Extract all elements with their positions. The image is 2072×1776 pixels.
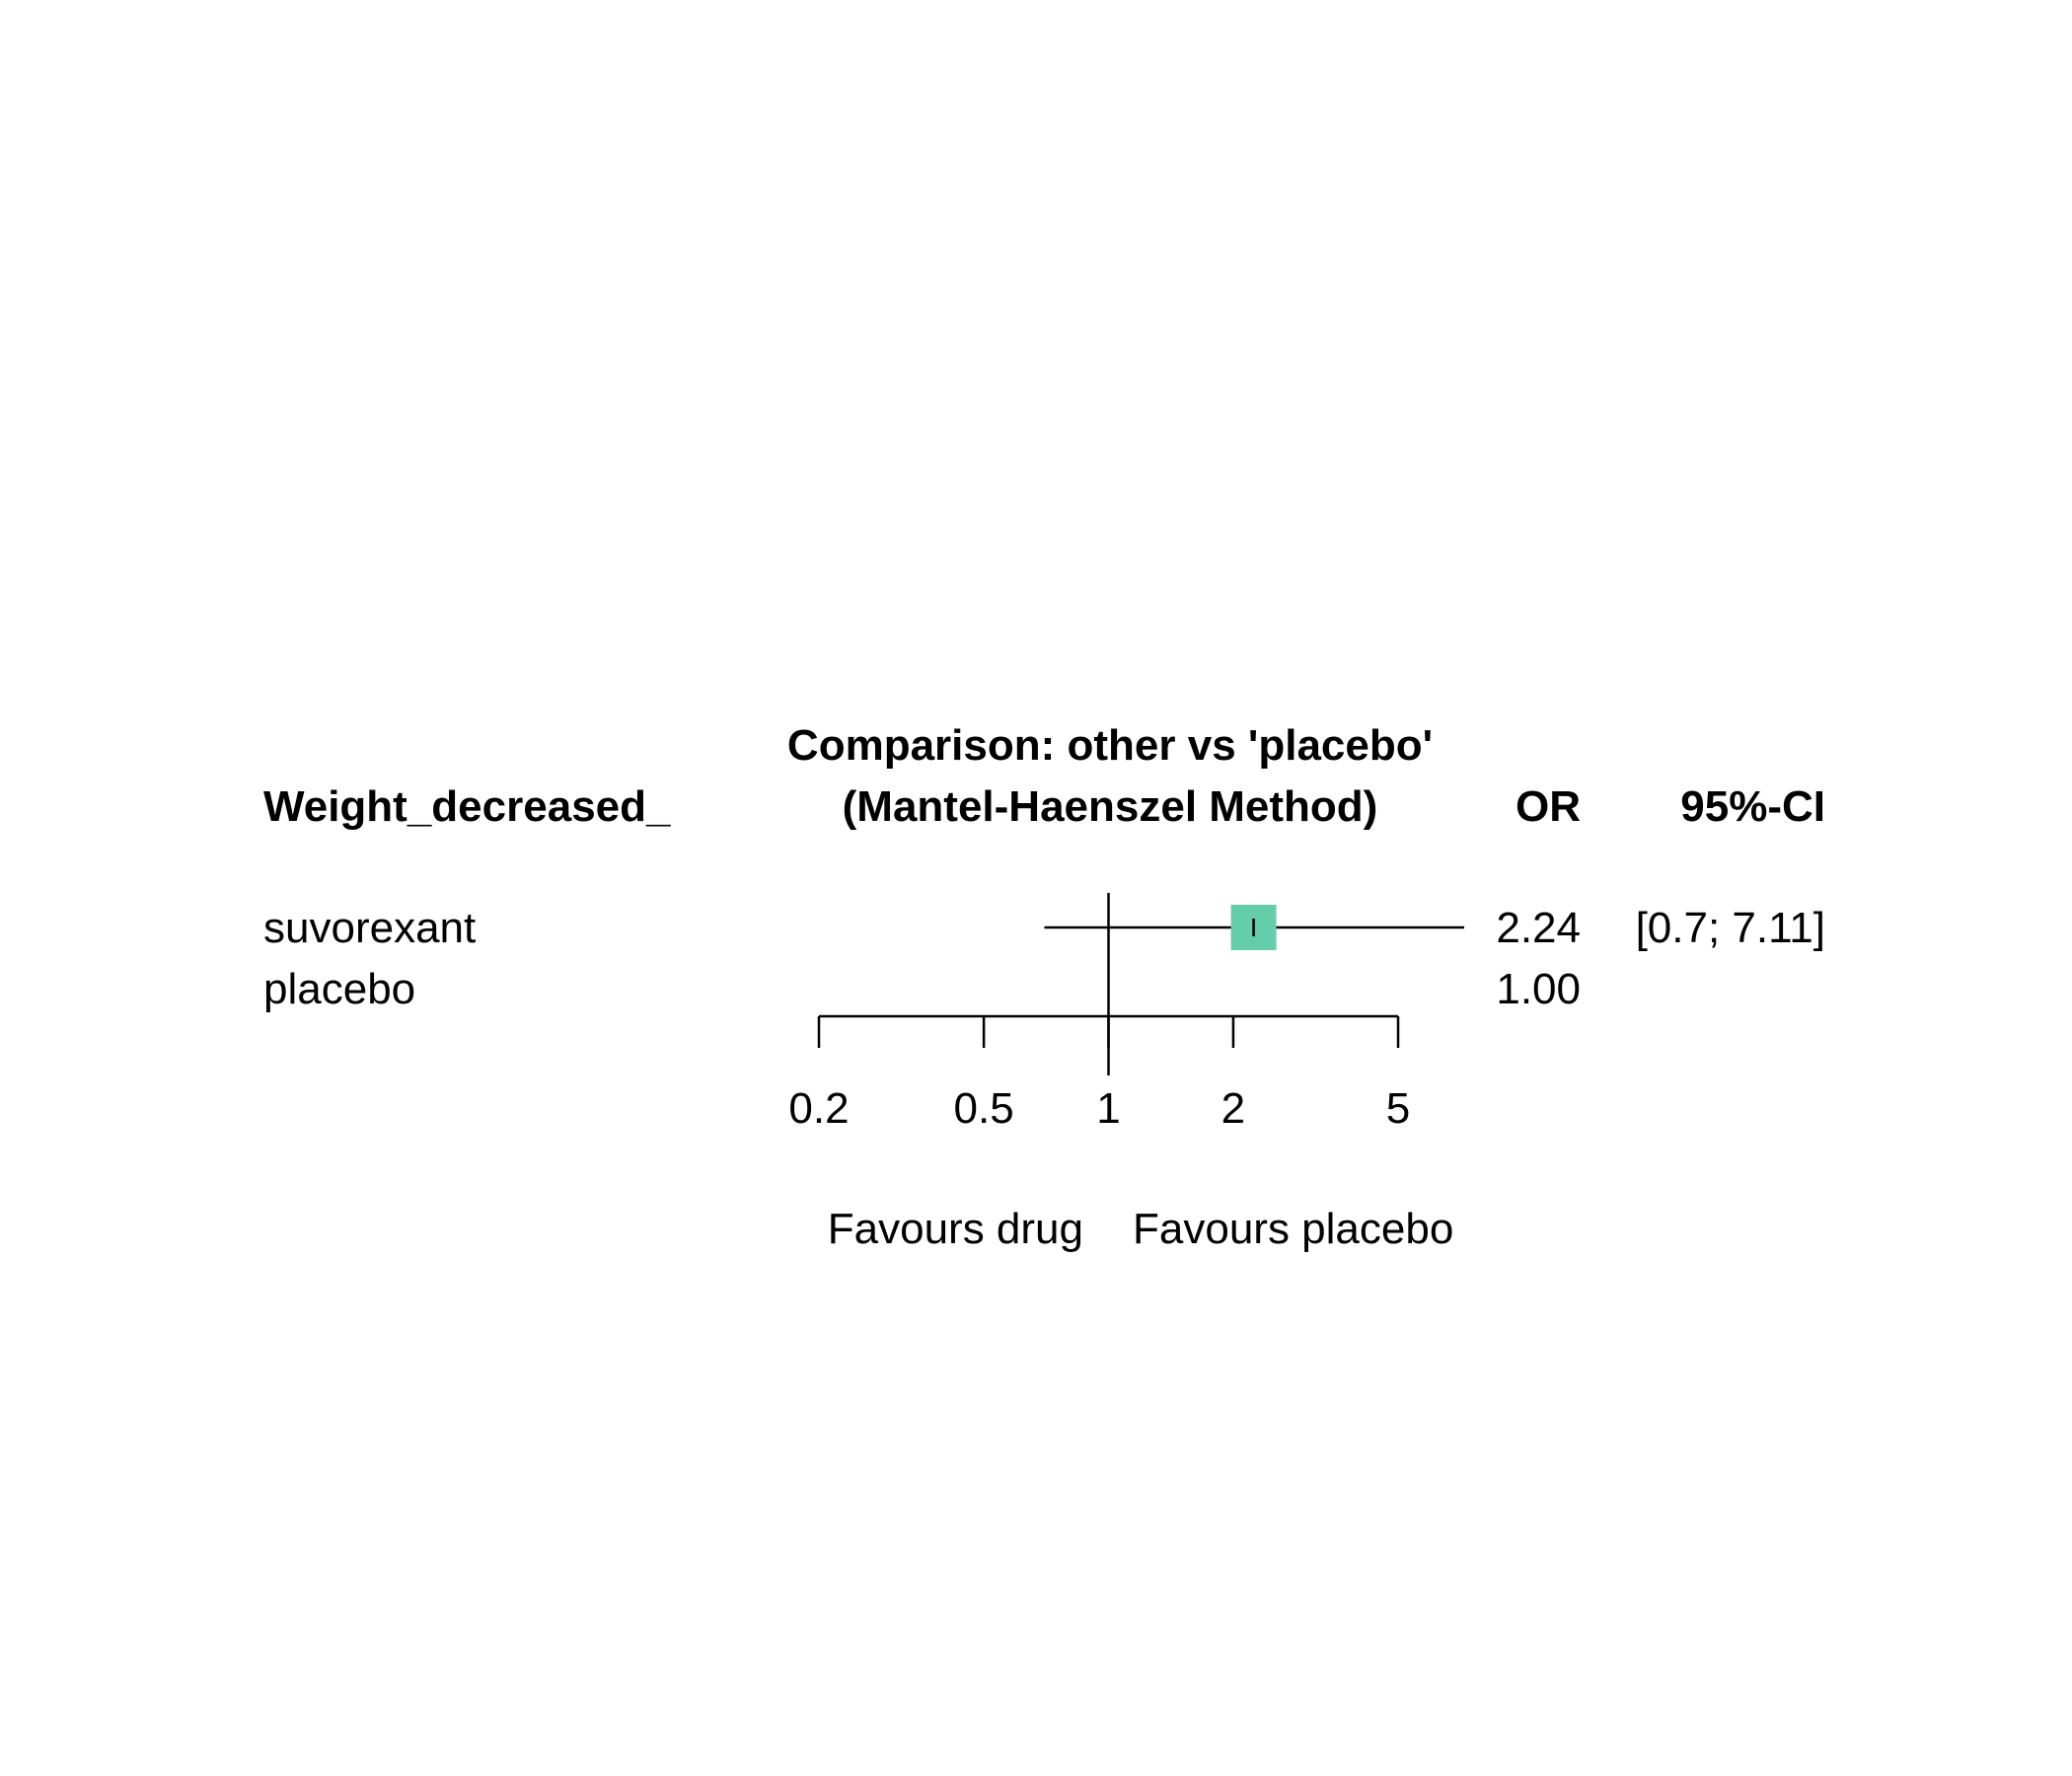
column-header-or: OR <box>1516 782 1581 831</box>
row-or-suvorexant: 2.24 <box>1496 904 1581 952</box>
row-or-placebo: 1.00 <box>1496 965 1581 1013</box>
row-ci-suvorexant: [0.7; 7.11] <box>1636 904 1825 952</box>
x-tick-label: 5 <box>1386 1084 1410 1133</box>
x-tick-label: 0.5 <box>954 1084 1014 1133</box>
x-tick-label: 0.2 <box>788 1084 849 1133</box>
x-tick-label: 1 <box>1096 1084 1120 1133</box>
chart-title: Comparison: other vs 'placebo' <box>787 721 1433 770</box>
chart-subtitle: (Mantel-Haenszel Method) <box>843 782 1378 831</box>
outcome-label: Weight_decreased_ <box>263 782 671 831</box>
row-label-placebo: placebo <box>263 965 415 1013</box>
x-tick-label: 2 <box>1221 1084 1245 1133</box>
column-header-ci: 95%-CI <box>1680 782 1825 831</box>
row-label-suvorexant: suvorexant <box>263 904 476 952</box>
favours-right-label: Favours placebo <box>1133 1205 1453 1253</box>
favours-left-label: Favours drug <box>828 1205 1083 1253</box>
